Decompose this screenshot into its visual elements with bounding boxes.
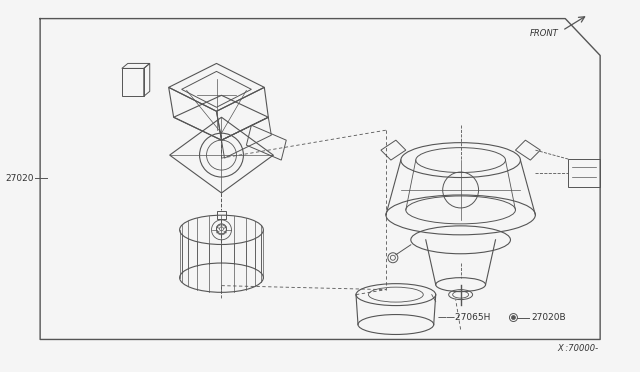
Circle shape xyxy=(511,315,515,320)
Text: 27020: 27020 xyxy=(6,173,34,183)
Text: FRONT: FRONT xyxy=(529,29,558,38)
Text: X :70000-: X :70000- xyxy=(557,344,598,353)
Text: ——27065H: ——27065H xyxy=(438,313,491,322)
Bar xyxy=(216,211,227,219)
Text: 27020B: 27020B xyxy=(531,313,566,322)
